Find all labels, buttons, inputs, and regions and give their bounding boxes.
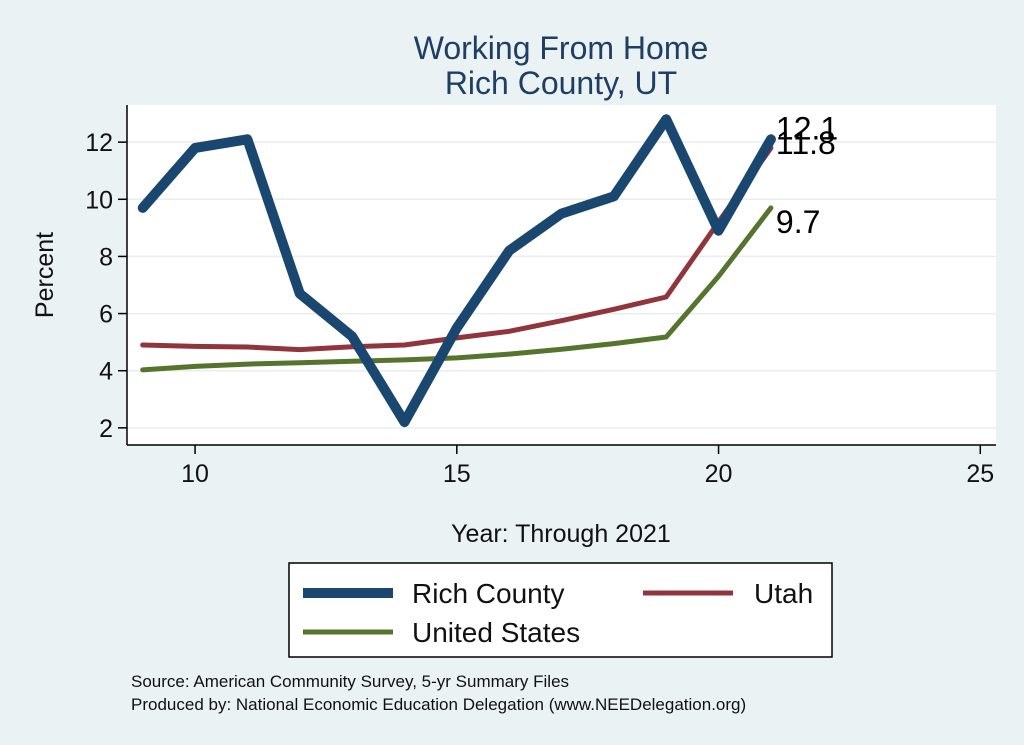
legend: Rich County Utah United States — [288, 562, 833, 658]
x-tick-label: 25 — [966, 460, 994, 488]
end-label-rich-county: 12.1 — [776, 110, 838, 146]
plot-area — [127, 105, 996, 445]
chart-title: Working From Home — [414, 30, 709, 66]
series-line-united-states — [140, 205, 774, 373]
end-label-utah: 11.8 — [776, 125, 836, 161]
x-axis-label: Year: Through 2021 — [451, 520, 671, 548]
x-tick-label: 10 — [181, 460, 209, 488]
x-tick-label: 15 — [443, 460, 471, 488]
legend-label-rich-county: Rich County — [412, 578, 565, 609]
y-tick-label: 2 — [99, 415, 113, 443]
legend-label-utah: Utah — [754, 578, 813, 609]
y-axis-label: Percent — [31, 232, 59, 318]
legend-box — [288, 562, 833, 658]
chart-subtitle: Rich County, UT — [445, 65, 677, 101]
source-note: Source: American Community Survey, 5-yr … — [131, 672, 569, 691]
y-tick-label: 6 — [99, 301, 113, 329]
end-label-united-states: 9.7 — [776, 204, 820, 240]
series-line-rich-county — [137, 114, 776, 428]
producer-note: Produced by: National Economic Education… — [131, 695, 746, 714]
x-tick-label: 20 — [705, 460, 733, 488]
y-tick-label: 12 — [85, 129, 113, 157]
y-tick-label: 10 — [85, 186, 113, 214]
y-tick-label: 8 — [99, 243, 113, 271]
y-tick-label: 4 — [99, 358, 113, 386]
legend-label-united-states: United States — [412, 617, 580, 648]
